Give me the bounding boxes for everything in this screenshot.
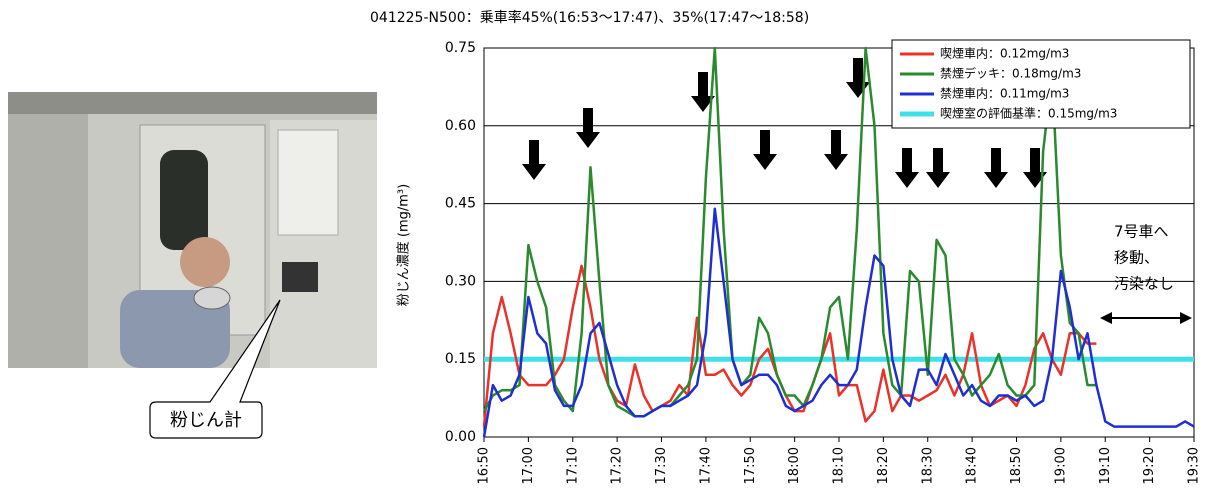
event-arrow (824, 130, 848, 170)
chart-title: 041225-N500：乗車率45%(16:53〜17:47)、35%(17:4… (370, 9, 809, 26)
x-tick-label: 19:20 (1142, 447, 1157, 484)
series-line (484, 209, 1194, 437)
event-arrow (895, 148, 919, 188)
series-line (484, 266, 1096, 427)
y-axis-title: 粉じん濃度 (mg/m³) (396, 184, 412, 306)
x-tick-label: 17:10 (565, 447, 580, 484)
x-tick-label: 18:00 (787, 447, 802, 484)
x-tick-label: 18:40 (965, 447, 980, 484)
annotation-text: 7号車へ (1114, 223, 1169, 241)
event-arrow (753, 130, 777, 170)
x-tick-label: 17:30 (654, 447, 669, 484)
annotation-text: 移動、 (1114, 249, 1159, 267)
event-arrow (522, 140, 546, 180)
legend-label: 禁煙車内：0.11mg/m3 (940, 87, 1069, 101)
y-tick-label: 0.75 (445, 40, 476, 56)
page: 粉じん計 041225-N500：乗車率45%(16:53〜17:47)、35%… (0, 0, 1208, 500)
x-tick-label: 16:50 (477, 447, 492, 484)
x-tick-label: 19:10 (1098, 447, 1113, 484)
event-arrow (926, 148, 950, 188)
legend-label: 喫煙室の評価基準：0.15mg/m3 (940, 106, 1117, 121)
callout-text: 粉じん計 (170, 410, 242, 431)
x-tick-label: 17:20 (610, 447, 625, 484)
legend-label: 喫煙車内：0.12mg/m3 (940, 47, 1069, 61)
x-tick-label: 18:20 (876, 447, 891, 484)
event-arrow (984, 148, 1008, 188)
chart: 粉じん計 041225-N500：乗車率45%(16:53〜17:47)、35%… (0, 0, 1208, 500)
x-tick-label: 19:30 (1187, 447, 1202, 484)
x-tick-label: 18:10 (832, 447, 847, 484)
y-tick-label: 0.15 (445, 351, 476, 367)
x-tick-label: 19:00 (1053, 447, 1068, 484)
x-tick-label: 18:50 (1009, 447, 1024, 484)
x-tick-label: 17:40 (698, 447, 713, 484)
y-tick-label: 0.30 (445, 273, 476, 289)
x-tick-label: 18:30 (920, 447, 935, 484)
x-tick-label: 17:50 (743, 447, 758, 484)
y-tick-label: 0.60 (445, 118, 476, 134)
photo (8, 92, 377, 368)
y-tick-label: 0.00 (445, 429, 476, 445)
y-tick-label: 0.45 (445, 196, 476, 212)
event-arrow (576, 108, 600, 148)
x-tick-label: 17:00 (521, 447, 536, 484)
annotation-text: 汚染なし (1114, 275, 1174, 293)
legend-label: 禁煙デッキ：0.18mg/m3 (940, 66, 1081, 81)
